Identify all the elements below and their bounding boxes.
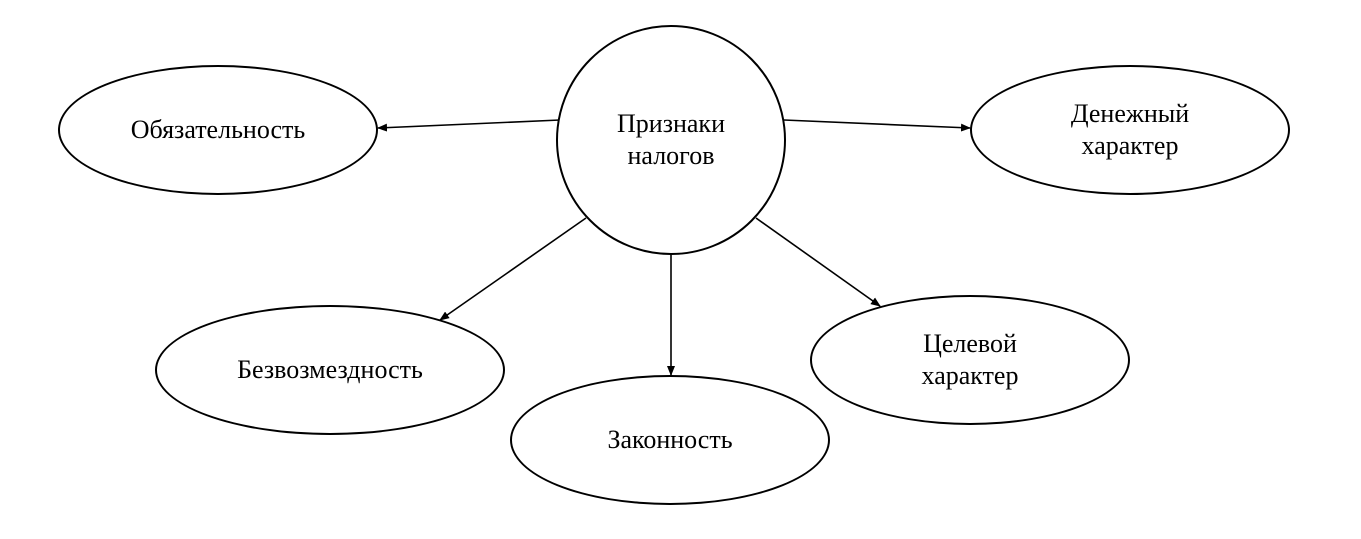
leaf-node-zakonnost: Законность: [510, 375, 830, 505]
edge-arrow: [378, 120, 560, 128]
leaf-node-label: Обязательность: [131, 114, 306, 147]
edge-arrow: [784, 120, 970, 128]
leaf-node-label: Законность: [607, 424, 732, 457]
leaf-node-label: Денежныйхарактер: [1071, 98, 1189, 163]
mindmap-diagram: Признакиналогов Обязательность Денежныйх…: [0, 0, 1361, 539]
leaf-node-label: Безвозмездность: [237, 354, 423, 387]
edge-arrow: [440, 218, 586, 320]
leaf-node-label: Целевойхарактер: [922, 328, 1019, 393]
center-node: Признакиналогов: [556, 25, 786, 255]
center-node-label: Признакиналогов: [617, 108, 725, 173]
leaf-node-bezvozmezdnost: Безвозмездность: [155, 305, 505, 435]
leaf-node-obyazatelnost: Обязательность: [58, 65, 378, 195]
edge-arrow: [756, 218, 880, 306]
leaf-node-denezhny-harakter: Денежныйхарактер: [970, 65, 1290, 195]
leaf-node-tselevoy-harakter: Целевойхарактер: [810, 295, 1130, 425]
